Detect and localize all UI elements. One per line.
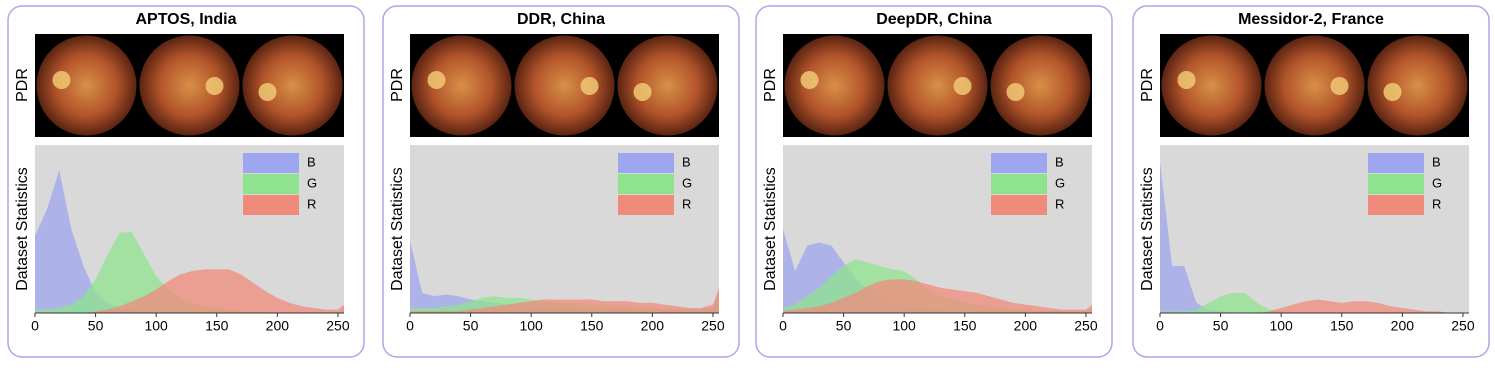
legend-swatch	[243, 174, 299, 194]
panel-title: DDR, China	[517, 11, 605, 28]
panel-border	[7, 5, 365, 358]
fundus-image	[784, 35, 885, 136]
panel-border	[1132, 5, 1490, 358]
optic-disc	[427, 71, 446, 89]
optic-disc	[258, 83, 277, 101]
legend-label: R	[1432, 196, 1441, 211]
x-tick-label: 0	[406, 318, 414, 334]
optic-disc	[52, 71, 71, 89]
fundus-image	[242, 35, 343, 136]
histogram-area	[1160, 292, 1469, 313]
panel-title: Messidor-2, France	[1238, 11, 1384, 28]
optic-disc	[1177, 71, 1196, 89]
legend-swatch	[618, 174, 674, 194]
histogram-area	[410, 287, 719, 313]
optic-disc	[1006, 83, 1025, 101]
x-tick-label: 50	[463, 318, 479, 334]
x-tick-label: 150	[953, 318, 977, 334]
x-tick-label: 0	[779, 318, 787, 334]
legend-swatch	[1368, 174, 1424, 194]
x-tick-label: 50	[836, 318, 852, 334]
optic-disc	[633, 83, 652, 101]
fundus-image	[887, 35, 988, 136]
histogram-area	[783, 279, 1092, 313]
x-tick-label: 0	[1156, 318, 1164, 334]
panel-title: DeepDR, China	[876, 11, 992, 28]
optic-disc	[580, 77, 599, 95]
optic-disc	[1383, 83, 1402, 101]
image-label: PDR	[14, 68, 31, 102]
x-tick-label: 200	[1391, 318, 1415, 334]
fundus-image	[1367, 35, 1468, 136]
legend-label: R	[307, 196, 316, 211]
y-axis-label: Dataset Statistics	[14, 167, 31, 291]
legend-swatch	[243, 153, 299, 173]
legend-label: R	[1055, 196, 1064, 211]
x-tick-label: 250	[1451, 318, 1475, 334]
legend-label: G	[682, 175, 692, 190]
x-tick-label: 150	[580, 318, 604, 334]
x-tick-label: 100	[1269, 318, 1293, 334]
legend-swatch	[243, 195, 299, 215]
x-tick-label: 250	[326, 318, 350, 334]
fundus-image	[139, 35, 240, 136]
fundus-image	[1264, 35, 1365, 136]
fundus-image	[1161, 35, 1262, 136]
image-label: PDR	[1139, 68, 1156, 102]
image-label: PDR	[389, 68, 406, 102]
x-tick-label: 200	[266, 318, 290, 334]
x-tick-label: 200	[1014, 318, 1038, 334]
legend-swatch	[991, 195, 1047, 215]
y-axis-label: Dataset Statistics	[1139, 167, 1156, 291]
x-tick-label: 100	[519, 318, 543, 334]
legend-label: B	[682, 154, 691, 169]
panel-border	[382, 5, 740, 358]
x-tick-label: 100	[144, 318, 168, 334]
fundus-image	[514, 35, 615, 136]
panel-border	[755, 5, 1113, 358]
x-tick-label: 250	[701, 318, 725, 334]
image-label: PDR	[762, 68, 779, 102]
histogram-area	[35, 232, 344, 313]
histogram-area	[1160, 299, 1469, 313]
fundus-image	[411, 35, 512, 136]
optic-disc	[953, 77, 972, 95]
legend-swatch	[1368, 153, 1424, 173]
histogram-area	[35, 269, 344, 313]
y-axis-label: Dataset Statistics	[389, 167, 406, 291]
histogram-area	[410, 240, 719, 313]
x-tick-label: 0	[31, 318, 39, 334]
legend-label: G	[307, 175, 317, 190]
legend-swatch	[991, 153, 1047, 173]
optic-disc	[1330, 77, 1349, 95]
legend-swatch	[618, 195, 674, 215]
optic-disc	[800, 71, 819, 89]
legend-label: G	[1055, 175, 1065, 190]
panel-title: APTOS, India	[135, 11, 236, 28]
fundus-image	[36, 35, 137, 136]
legend-label: G	[1432, 175, 1442, 190]
fundus-image	[617, 35, 718, 136]
x-tick-label: 100	[892, 318, 916, 334]
legend-swatch	[1368, 195, 1424, 215]
histogram-area	[1160, 161, 1469, 313]
fundus-image	[990, 35, 1091, 136]
legend-label: B	[307, 154, 316, 169]
histogram-area	[35, 170, 344, 313]
legend-swatch	[618, 153, 674, 173]
legend-label: B	[1432, 154, 1441, 169]
legend-label: R	[682, 196, 691, 211]
x-tick-label: 150	[205, 318, 229, 334]
x-tick-label: 50	[1213, 318, 1229, 334]
x-tick-label: 200	[641, 318, 665, 334]
x-tick-label: 150	[1330, 318, 1354, 334]
x-tick-label: 250	[1074, 318, 1098, 334]
y-axis-label: Dataset Statistics	[762, 167, 779, 291]
legend-label: B	[1055, 154, 1064, 169]
optic-disc	[205, 77, 224, 95]
legend-swatch	[991, 174, 1047, 194]
x-tick-label: 50	[88, 318, 104, 334]
